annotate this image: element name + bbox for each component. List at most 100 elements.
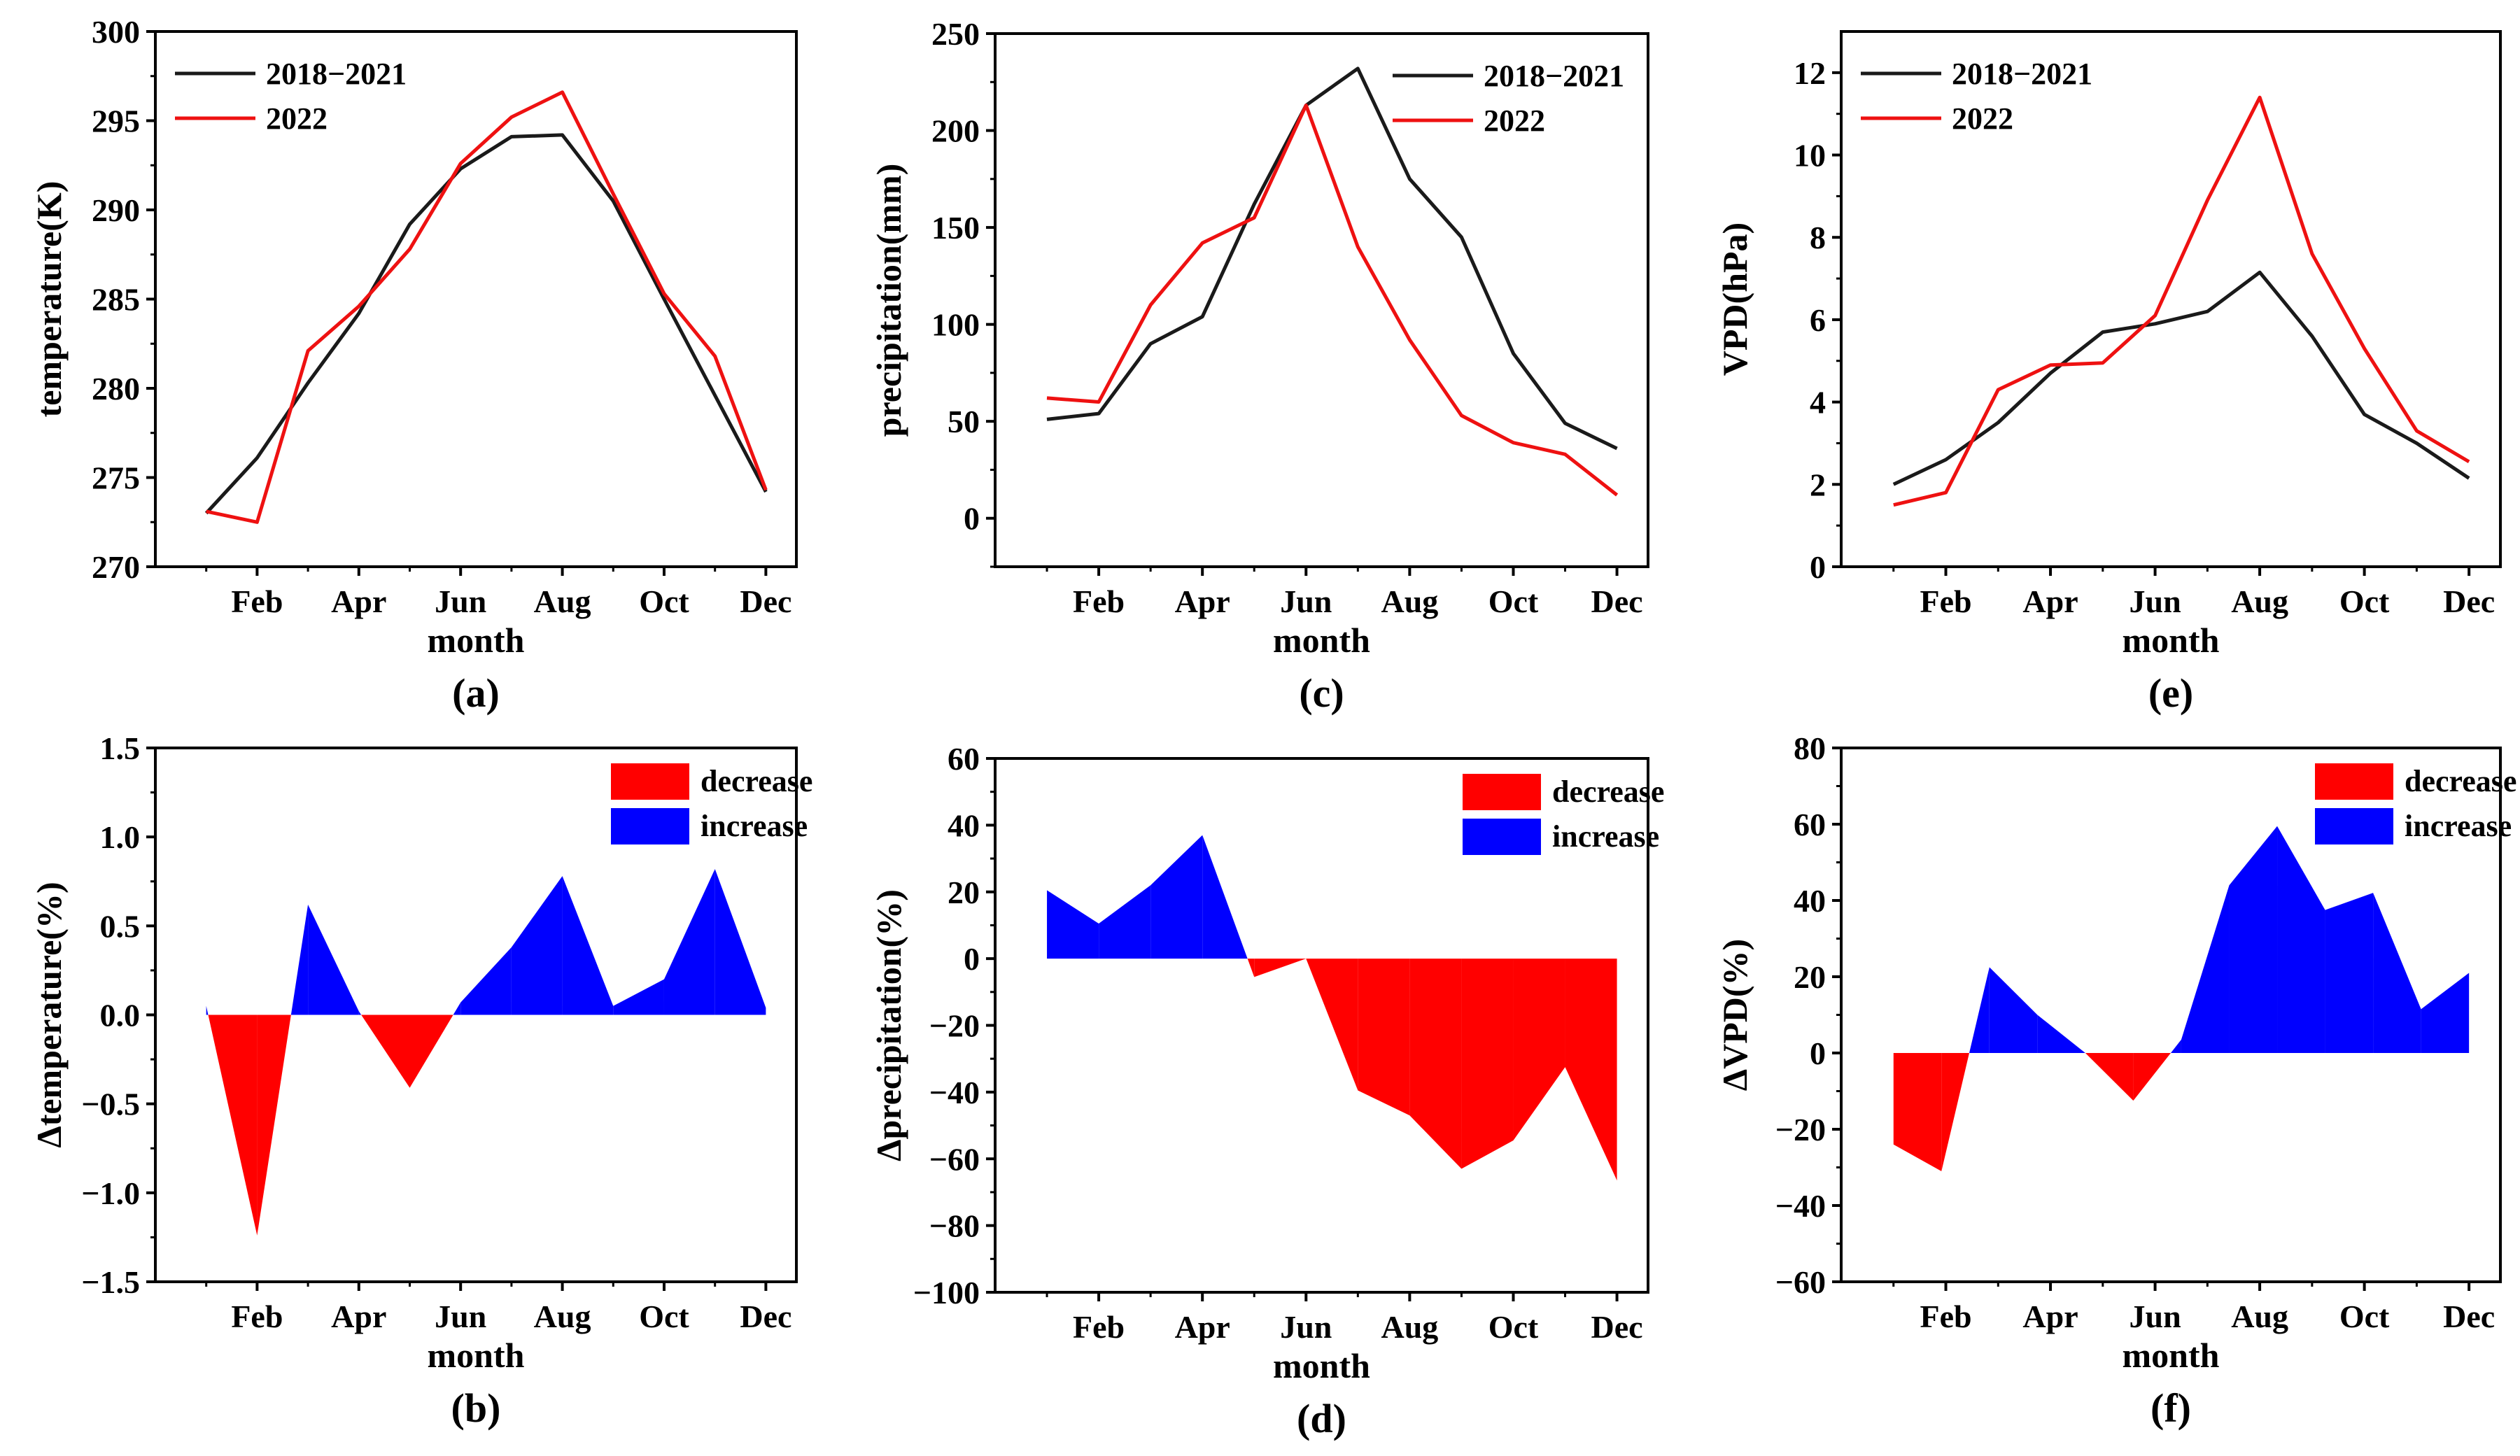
increase-area-0 bbox=[1047, 890, 1099, 959]
y-tick-label: 270 bbox=[92, 549, 140, 585]
decrease-swatch bbox=[1463, 774, 1541, 810]
increase-area-11 bbox=[2325, 893, 2374, 1053]
x-tick-label: Oct bbox=[639, 1299, 689, 1334]
decrease-area-6 bbox=[1306, 959, 1358, 1091]
y-tick-label: 295 bbox=[92, 104, 140, 139]
x-tick-label: Apr bbox=[1175, 1309, 1230, 1345]
x-tick-label: Jun bbox=[435, 1299, 486, 1334]
legend-label-0: 2018−2021 bbox=[1484, 59, 1624, 93]
increase-area-1 bbox=[1099, 885, 1151, 959]
x-tick-label: Feb bbox=[1920, 1299, 1971, 1334]
y-tick-label: 40 bbox=[948, 807, 980, 843]
x-tick-label: Dec bbox=[1591, 1309, 1643, 1345]
y-tick-label: 20 bbox=[1794, 959, 1826, 995]
legend-label-decrease: decrease bbox=[2405, 764, 2517, 798]
increase-swatch bbox=[611, 808, 689, 844]
y-tick-label: 60 bbox=[1794, 807, 1826, 842]
increase-area-13 bbox=[2421, 973, 2470, 1053]
x-tick-label: Dec bbox=[1591, 584, 1643, 619]
x-tick-label: Oct bbox=[639, 584, 689, 619]
y-tick-label: 100 bbox=[931, 307, 980, 343]
y-axis-title: Δprecipitation(%) bbox=[869, 889, 908, 1161]
legend-label-decrease: decrease bbox=[701, 764, 812, 798]
y-axis-title: precipitation(mm) bbox=[869, 164, 908, 437]
increase-area-4 bbox=[308, 904, 359, 1015]
series-line-1 bbox=[206, 90, 768, 524]
x-axis-title: month bbox=[1273, 621, 1370, 660]
x-tick-label: Dec bbox=[2443, 1299, 2495, 1334]
increase-area-4 bbox=[2037, 1015, 2085, 1053]
y-tick-label: −80 bbox=[929, 1208, 980, 1244]
x-tick-label: Oct bbox=[2339, 1299, 2390, 1334]
x-tick-label: Jun bbox=[2129, 1299, 2181, 1334]
x-tick-label: Apr bbox=[2022, 1299, 2078, 1334]
panel-label: (d) bbox=[1297, 1396, 1346, 1441]
y-tick-label: 285 bbox=[92, 282, 140, 318]
x-tick-label: Dec bbox=[2443, 584, 2495, 619]
y-tick-label: 0.5 bbox=[100, 908, 141, 944]
increase-area-10 bbox=[2277, 826, 2325, 1053]
y-axis-title: VPD(hPa) bbox=[1715, 222, 1754, 376]
legend: decrease increase bbox=[2315, 763, 2517, 844]
y-tick-label: 4 bbox=[1810, 385, 1826, 420]
y-tick-label: 1.5 bbox=[100, 730, 141, 766]
x-axis-title: month bbox=[1273, 1346, 1370, 1385]
y-tick-label: 8 bbox=[1810, 220, 1826, 255]
legend-label-increase: increase bbox=[2405, 809, 2512, 843]
x-tick-label: Aug bbox=[2231, 1299, 2288, 1334]
x-tick-label: Apr bbox=[331, 584, 386, 619]
y-tick-label: 0 bbox=[964, 501, 980, 537]
plot-frame bbox=[154, 30, 798, 568]
legend-label-1: 2022 bbox=[1484, 104, 1545, 138]
y-tick-label: 0.0 bbox=[100, 998, 141, 1033]
x-tick-label: Aug bbox=[534, 1299, 591, 1334]
x-axis-title: month bbox=[2123, 1336, 2220, 1375]
y-axis-title: temperature(K) bbox=[29, 181, 69, 418]
panel-label: (a) bbox=[452, 670, 500, 716]
x-tick-label: Dec bbox=[740, 1299, 791, 1334]
decrease-area-11 bbox=[1565, 959, 1617, 1181]
y-tick-label: 10 bbox=[1794, 138, 1826, 174]
series-line-0 bbox=[204, 133, 768, 515]
y-tick-label: −100 bbox=[913, 1275, 980, 1310]
x-tick-label: Jun bbox=[2129, 584, 2181, 619]
panel-d: Feb Apr Jun Aug Oct Dec −100 −80 −60 −40 −20 0 20 40 6… bbox=[869, 741, 1664, 1441]
decrease-swatch bbox=[611, 763, 689, 800]
y-tick-label: −40 bbox=[929, 1075, 980, 1110]
panel-e: Feb Apr Jun Aug Oct Dec 0 2 4 6 8 10 12 month VPD(hPa)… bbox=[1715, 30, 2502, 716]
y-tick-label: 50 bbox=[948, 404, 980, 439]
decrease-area-1 bbox=[208, 1015, 258, 1236]
y-tick-label: 0 bbox=[964, 941, 980, 977]
panel-a: Feb Apr Jun Aug Oct Dec 270 275 280 285 290 295 300 m… bbox=[29, 14, 798, 716]
increase-area-12 bbox=[613, 979, 664, 1015]
increase-area-14 bbox=[715, 868, 766, 1015]
series-line-0 bbox=[1046, 66, 1618, 451]
legend: 2018−2021 2022 bbox=[1393, 59, 1624, 138]
decrease-area-4 bbox=[1247, 959, 1255, 977]
legend: decrease increase bbox=[1463, 774, 1664, 855]
y-tick-label: 1.0 bbox=[100, 819, 141, 855]
y-tick-label: −40 bbox=[1775, 1188, 1826, 1224]
y-tick-label: 20 bbox=[948, 875, 980, 910]
legend-label-1: 2022 bbox=[266, 101, 328, 136]
legend-label-increase: increase bbox=[1552, 819, 1659, 854]
increase-area-2 bbox=[1969, 967, 1990, 1053]
decrease-area-8 bbox=[1409, 959, 1462, 1169]
y-tick-label: −60 bbox=[1775, 1264, 1826, 1300]
x-tick-label: Apr bbox=[2022, 584, 2078, 619]
decrease-swatch bbox=[2315, 763, 2393, 800]
panel-label: (c) bbox=[1299, 670, 1344, 716]
increase-area-11 bbox=[562, 876, 614, 1015]
increase-area-8 bbox=[2181, 885, 2230, 1053]
x-tick-label: Jun bbox=[1280, 1309, 1332, 1345]
increase-area-3 bbox=[1989, 967, 2038, 1053]
increase-area-3 bbox=[1202, 835, 1248, 959]
legend: decrease increase bbox=[611, 763, 812, 844]
x-tick-label: Feb bbox=[231, 584, 283, 619]
x-tick-label: Feb bbox=[231, 1299, 283, 1334]
increase-swatch bbox=[1463, 819, 1541, 855]
x-tick-label: Feb bbox=[1073, 1309, 1125, 1345]
decrease-area-7 bbox=[1358, 959, 1410, 1116]
legend: 2018−2021 2022 bbox=[175, 57, 407, 136]
decrease-area-1 bbox=[1941, 1053, 1970, 1171]
